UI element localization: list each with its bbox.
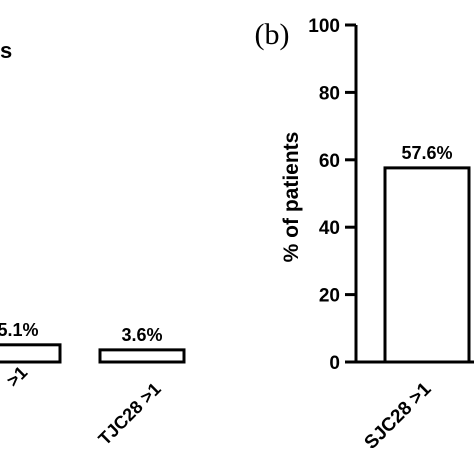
bar-panel-left-2 [98,348,186,364]
panel-left-xtick-label-tjc28: TJC28 >1 [94,379,164,449]
chart-panel-right: (b) % of patients 0 20 40 60 80 100 57.6% SJC… [255,16,474,454]
y-tick-label: 80 [319,83,340,104]
panel-left-xtick-label-cropped: >1 [3,362,32,391]
y-tick-label: 0 [329,353,340,374]
x-tick-label-sjc28: SJC28 >1 [361,378,436,453]
bar-sjc28 [383,166,471,364]
y-tick-label: 20 [319,286,340,307]
panel-label: (b) [255,18,290,51]
data-label-panel-left-2: 3.6% [121,325,162,345]
data-label-sjc28: 57.6% [401,143,452,163]
y-axis-label: % of patients [280,132,303,263]
y-tick-label: 40 [319,218,340,239]
y-tick-label: 100 [308,16,340,37]
data-label-panel-left-1: 5.1% [0,320,39,340]
bar-panel-left-1 [0,343,62,364]
chart-panel-left: s 5.1% 3.6% >1 TJC28 >1 [0,38,186,449]
panel-left-title-fragment: s [0,38,12,63]
y-tick-label: 60 [319,151,340,172]
